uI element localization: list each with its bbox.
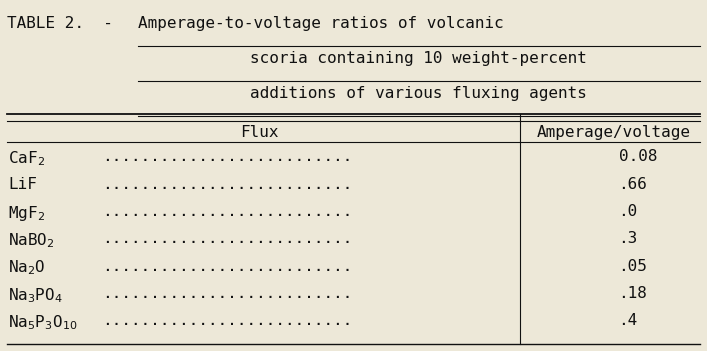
- Text: TABLE 2.  -: TABLE 2. -: [7, 16, 122, 31]
- Text: Na$_3$PO$_4$: Na$_3$PO$_4$: [8, 286, 64, 305]
- Text: Amperage/voltage: Amperage/voltage: [537, 125, 690, 140]
- Text: ..........................: ..........................: [103, 177, 353, 192]
- Text: ..........................: ..........................: [103, 204, 353, 219]
- Text: .05: .05: [619, 259, 648, 274]
- Text: .18: .18: [619, 286, 648, 301]
- Text: scoria containing 10 weight-percent: scoria containing 10 weight-percent: [250, 51, 588, 66]
- Text: Na$_5$P$_3$O$_{10}$: Na$_5$P$_3$O$_{10}$: [8, 313, 78, 332]
- Text: .3: .3: [619, 231, 638, 246]
- Text: additions of various fluxing agents: additions of various fluxing agents: [250, 86, 588, 101]
- Text: ..........................: ..........................: [103, 313, 353, 329]
- Text: Na$_2$O: Na$_2$O: [8, 259, 46, 277]
- Text: LiF: LiF: [8, 177, 37, 192]
- Text: ..........................: ..........................: [103, 149, 353, 164]
- Text: .66: .66: [619, 177, 648, 192]
- Text: Amperage-to-voltage ratios of volcanic: Amperage-to-voltage ratios of volcanic: [138, 16, 503, 31]
- Text: .0: .0: [619, 204, 638, 219]
- Text: ..........................: ..........................: [103, 259, 353, 274]
- Text: 0.08: 0.08: [619, 149, 657, 164]
- Text: NaBO$_2$: NaBO$_2$: [8, 231, 55, 250]
- Text: .4: .4: [619, 313, 638, 329]
- Text: ..........................: ..........................: [103, 286, 353, 301]
- Text: MgF$_2$: MgF$_2$: [8, 204, 45, 223]
- Text: ..........................: ..........................: [103, 231, 353, 246]
- Text: CaF$_2$: CaF$_2$: [8, 149, 45, 168]
- Text: Flux: Flux: [240, 125, 279, 140]
